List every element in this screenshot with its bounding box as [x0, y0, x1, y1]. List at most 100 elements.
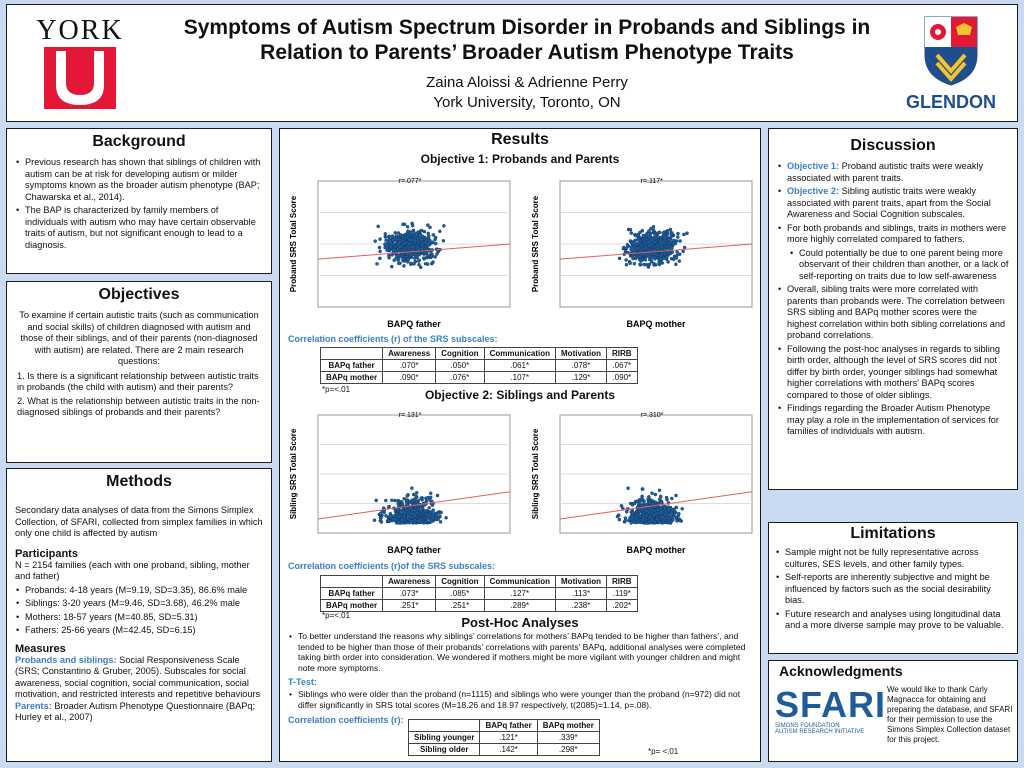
scatter-point: [626, 486, 630, 490]
scatter-point: [374, 498, 378, 503]
scatter-point: [387, 234, 392, 239]
scatter-point: [615, 514, 620, 519]
list-item: Self-reports are inherently subjective a…: [775, 572, 1011, 607]
table-cell: BAPq father: [319, 587, 384, 600]
scatter-point: [665, 232, 670, 236]
scatter-point: [424, 508, 429, 513]
scatter-point: [655, 253, 660, 257]
acknowledgments-panel: Acknowledgments SFARI SIMONS FOUNDATION …: [768, 660, 1018, 762]
scatter-point: [651, 255, 656, 260]
scatter-point: [396, 502, 401, 506]
scatter-svg: r=.077* BAPQ father Proband SRS Total Scor…: [289, 178, 511, 329]
scatter-point: [428, 225, 432, 230]
scatter-point: [388, 511, 393, 516]
background-list: Previous research has shown that sibling…: [15, 157, 263, 251]
scatter-point: [624, 258, 628, 262]
corr-table-3-wrap: BAPq father BAPq mother Sibling younger .12…: [407, 719, 600, 756]
scatter-point: [382, 510, 387, 515]
scatter-point: [677, 511, 681, 516]
scatter-point: [433, 241, 438, 246]
discussion-list-2: Overall, sibling traits were more correl…: [777, 284, 1009, 438]
scatter-point: [638, 230, 642, 235]
scatter-point: [647, 232, 651, 236]
table-cell: .113*: [555, 587, 608, 600]
table-header-cell: [407, 719, 481, 732]
scatter-point: [662, 238, 666, 243]
scatter-point: [377, 245, 382, 250]
scatter-point: [660, 520, 665, 525]
scatter-point: [409, 261, 413, 266]
table-cell: .202*: [606, 599, 638, 612]
participants-list: Probands: 4-18 years (M=9.19, SD=3.35), …: [15, 585, 263, 637]
scatter-point: [636, 241, 640, 246]
p-note-3: *p= <.01: [648, 747, 679, 756]
scatter-point: [650, 491, 654, 495]
scatter-point: [430, 261, 434, 266]
scatter-point: [667, 506, 671, 511]
scatter-point: [431, 508, 435, 512]
scatter-point: [397, 245, 402, 249]
scatter-point: [669, 232, 674, 237]
table-cell: .121*: [479, 731, 538, 744]
scatter-point: [631, 241, 635, 246]
scatter-point: [662, 517, 666, 522]
table-header-cell: BAPq mother: [536, 719, 600, 732]
scatter-point: [383, 235, 388, 239]
table-header-cell: Awareness: [382, 347, 437, 360]
objectives-panel: Objectives To examine if certain autisti…: [6, 281, 272, 463]
scatter-point: [410, 486, 414, 490]
background-panel: Background Previous research has shown t…: [6, 128, 272, 274]
table-cell: .107*: [483, 371, 557, 384]
table-header-cell: [319, 575, 384, 588]
table-header-cell: Awareness: [382, 575, 437, 588]
scatter-point: [645, 502, 649, 507]
glendon-logo-text: GLENDON: [906, 92, 996, 112]
glendon-logo: GLENDON: [901, 15, 1001, 119]
objective-1-title: Objective 1: Probands and Parents: [420, 152, 620, 166]
scatter-point: [665, 255, 669, 259]
table-cell: .142*: [479, 743, 538, 756]
list-item: Fathers: 25-66 years (M=42.45, SD=6.15): [15, 625, 263, 637]
scatter-point: [663, 247, 668, 251]
scatter-point: [673, 510, 678, 515]
scatter-point: [661, 231, 666, 235]
table-cell: .127*: [483, 587, 557, 600]
scatter-point: [643, 509, 648, 513]
scatter-point: [419, 265, 423, 270]
scatter-point: [630, 517, 634, 522]
acknowledgments-text: We would like to thank Carly Magnacca fo…: [887, 685, 1013, 744]
scatter-point: [390, 234, 395, 238]
table-cell: .067*: [606, 359, 638, 372]
scatter-point: [653, 492, 658, 497]
table-cell: .289*: [483, 599, 557, 612]
scatter-point: [660, 510, 664, 514]
limitations-panel: Limitations Sample might not be fully re…: [768, 522, 1018, 654]
scatter-point: [659, 500, 663, 505]
objectives-question-2: 2. What is the relationship between auti…: [17, 395, 260, 418]
measure-bapq: Parents: Broader Autism Phenotype Questi…: [15, 700, 256, 723]
scatter-point: [416, 519, 420, 524]
scatter-point: [373, 239, 377, 243]
scatter-point: [659, 494, 663, 499]
corr-caption-1: Correlation coefficients (r) of the SRS …: [288, 334, 498, 344]
scatter-point: [392, 514, 397, 518]
p-note-1: *p=<.01: [322, 385, 351, 394]
york-logo: YORK: [35, 15, 125, 115]
scatter-point: [388, 515, 392, 519]
fit-line: [559, 243, 753, 260]
scatter-point: [410, 223, 415, 228]
table-cell: BAPq father: [319, 359, 384, 372]
scatter-point: [430, 516, 435, 520]
list-item: Siblings who were older than the proband…: [288, 689, 756, 710]
table-header-cell: RIRB: [606, 347, 638, 360]
table-row: Sibling younger .121* .339*: [407, 731, 600, 744]
scatter-point: [674, 239, 679, 243]
posthoc-heading: Post-Hoc Analyses: [461, 615, 579, 630]
table-header-cell: Communication: [483, 347, 557, 360]
scatter-point: [425, 262, 430, 266]
scatter-point: [406, 260, 410, 264]
scatter-point: [442, 224, 446, 228]
acknowledgments-heading: Acknowledgments: [779, 663, 903, 679]
scatter-point: [384, 498, 388, 503]
scatter-point: [430, 513, 435, 517]
